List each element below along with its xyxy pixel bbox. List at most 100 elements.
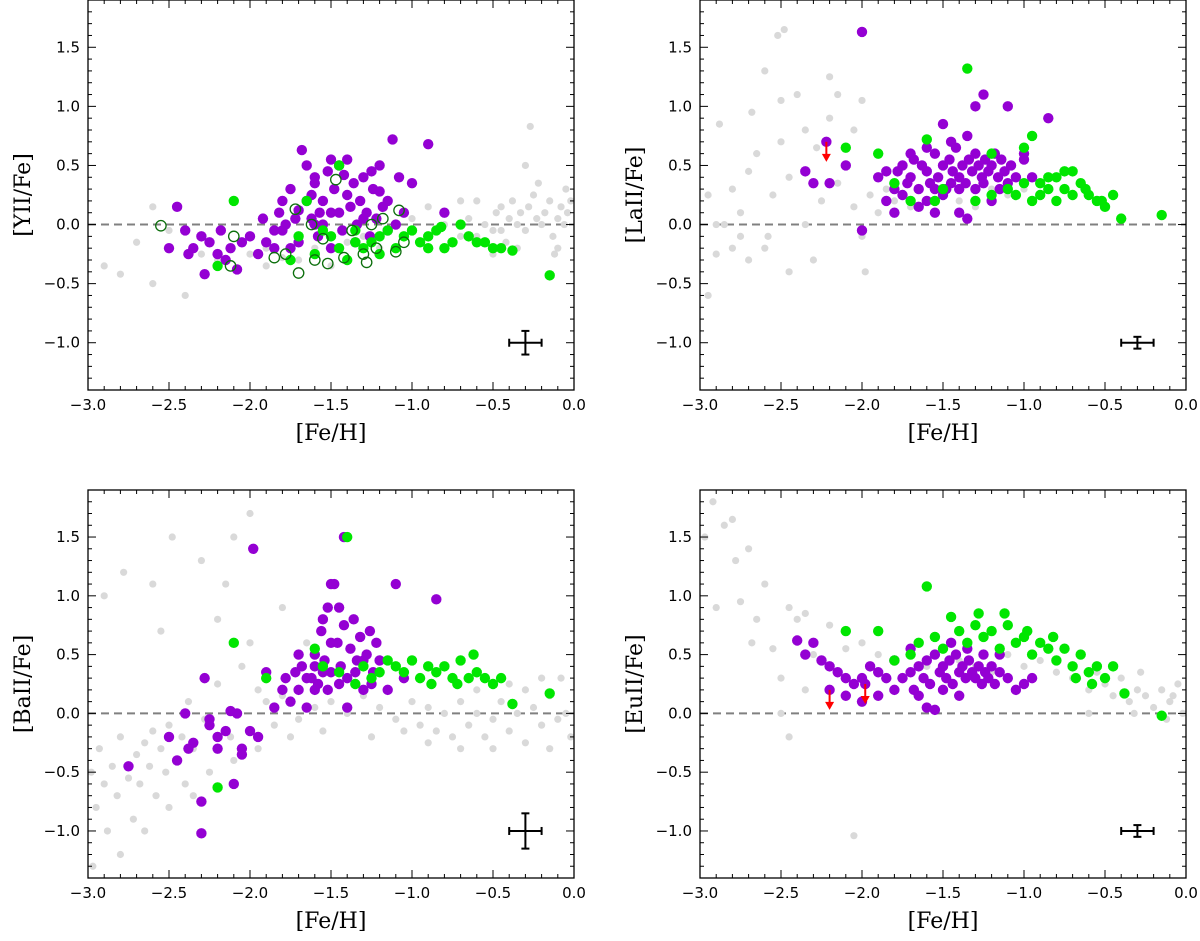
green-star-point bbox=[406, 225, 418, 236]
grey-literature-point bbox=[850, 203, 858, 211]
purple-star-point bbox=[317, 195, 329, 207]
panel-bottom-right: −3.0 −2.5 −2.0 −1.5 −1.0 −0.5 0.0 −1.0 −0.5 0.0 0.… bbox=[623, 489, 1198, 934]
purple-star-point bbox=[342, 154, 353, 165]
purple-star-point bbox=[840, 690, 851, 701]
x-tick-label: −1.0 bbox=[394, 884, 430, 902]
grey-literature-point bbox=[1150, 703, 1158, 712]
y-tick-label: 1.0 bbox=[668, 587, 692, 605]
purple-star-point bbox=[929, 148, 941, 159]
purple-star-point bbox=[929, 207, 941, 218]
purple-star-point bbox=[1010, 172, 1022, 183]
grey-literature-point bbox=[534, 179, 542, 187]
green-star-point bbox=[889, 655, 900, 666]
grey-literature-point bbox=[497, 226, 505, 235]
grey-literature-point bbox=[1137, 668, 1145, 676]
grey-literature-point bbox=[181, 780, 189, 788]
green-star-point bbox=[317, 225, 329, 236]
y-tick-label: 1.5 bbox=[56, 528, 80, 546]
green-star-point bbox=[1010, 637, 1022, 649]
grey-literature-point bbox=[448, 733, 457, 741]
grey-literature-point bbox=[246, 639, 254, 647]
grey-literature-point bbox=[541, 209, 549, 217]
purple-star-point bbox=[309, 219, 320, 230]
grey-literature-point bbox=[842, 645, 850, 653]
purple-star-point bbox=[252, 248, 264, 260]
open-circle-point bbox=[305, 218, 318, 231]
grey-literature-point bbox=[538, 220, 546, 229]
purple-star-point bbox=[929, 649, 941, 660]
grey-literature-point bbox=[149, 727, 157, 735]
purple-star-point bbox=[873, 172, 884, 183]
open-circle-point bbox=[338, 251, 350, 264]
purple-star-point bbox=[333, 678, 345, 690]
purple-star-point bbox=[978, 89, 989, 100]
open-circle-point bbox=[376, 212, 389, 225]
purple-star-point bbox=[348, 177, 359, 189]
grey-literature-point bbox=[489, 715, 497, 723]
error-bar bbox=[1120, 824, 1155, 838]
purple-star-point bbox=[280, 219, 291, 230]
purple-star-point bbox=[212, 731, 223, 743]
purple-star-point bbox=[945, 637, 957, 649]
grey-literature-point bbox=[473, 197, 481, 205]
green-star-point bbox=[840, 142, 851, 153]
green-star-point bbox=[937, 643, 949, 654]
green-star-point bbox=[471, 667, 482, 678]
grey-literature-point bbox=[761, 244, 769, 252]
grey-literature-point bbox=[801, 126, 809, 134]
purple-star-point bbox=[1026, 672, 1038, 684]
grey-literature-point bbox=[1133, 686, 1141, 694]
grey-literature-point bbox=[424, 203, 432, 211]
y-tick-label: 0.0 bbox=[668, 704, 692, 722]
open-circle-point bbox=[357, 248, 370, 260]
purple-star-point bbox=[180, 708, 191, 719]
purple-star-point bbox=[358, 172, 369, 183]
purple-star-point bbox=[881, 166, 892, 177]
grey-literature-point bbox=[89, 862, 97, 870]
grey-literature-point bbox=[473, 709, 481, 717]
grey-literature-point bbox=[136, 780, 144, 788]
green-star-point bbox=[366, 672, 377, 684]
green-star-point bbox=[1018, 177, 1030, 189]
grey-literature-point bbox=[546, 197, 554, 205]
grey-literature-point bbox=[785, 173, 793, 181]
grey-literature-point bbox=[826, 621, 834, 629]
green-star-point bbox=[382, 225, 393, 236]
y-tick-label: −1.0 bbox=[656, 334, 692, 352]
grey-literature-point bbox=[801, 220, 809, 229]
grey-literature-point bbox=[286, 733, 295, 741]
purple-star-point bbox=[963, 655, 975, 666]
grey-literature-point bbox=[133, 750, 141, 759]
purple-star-point bbox=[808, 177, 819, 189]
grey-literature-point bbox=[817, 197, 826, 205]
purple-star-point bbox=[423, 138, 434, 150]
green-star-point bbox=[439, 242, 450, 254]
purple-star-point bbox=[1010, 684, 1022, 696]
green-star-point bbox=[962, 63, 973, 74]
green-star-point bbox=[929, 195, 941, 207]
purple-star-point bbox=[897, 672, 908, 684]
purple-star-point bbox=[954, 183, 965, 195]
green-star-point bbox=[423, 242, 434, 254]
grey-literature-point bbox=[826, 114, 834, 122]
grey-literature-point bbox=[513, 709, 521, 717]
purple-star-point bbox=[296, 144, 308, 156]
plot-frame bbox=[87, 0, 575, 391]
green-star-point bbox=[1075, 649, 1086, 660]
x-tick-label: −2.0 bbox=[844, 396, 880, 414]
grey-literature-point bbox=[489, 226, 497, 235]
upper-limit-arrow-head bbox=[825, 701, 835, 710]
purple-star-point bbox=[937, 118, 949, 130]
purple-star-point bbox=[350, 667, 361, 678]
y-tick-label: −0.5 bbox=[44, 275, 80, 293]
purple-star-point bbox=[309, 684, 320, 696]
purple-star-point bbox=[196, 828, 207, 839]
open-circle-point bbox=[227, 230, 240, 243]
green-star-point bbox=[921, 581, 932, 592]
purple-star-point bbox=[382, 684, 393, 696]
grey-literature-point bbox=[809, 651, 818, 659]
green-star-point bbox=[1067, 661, 1078, 672]
purple-star-point bbox=[994, 183, 1005, 195]
purple-star-point bbox=[285, 696, 296, 707]
grey-literature-point bbox=[197, 556, 205, 565]
